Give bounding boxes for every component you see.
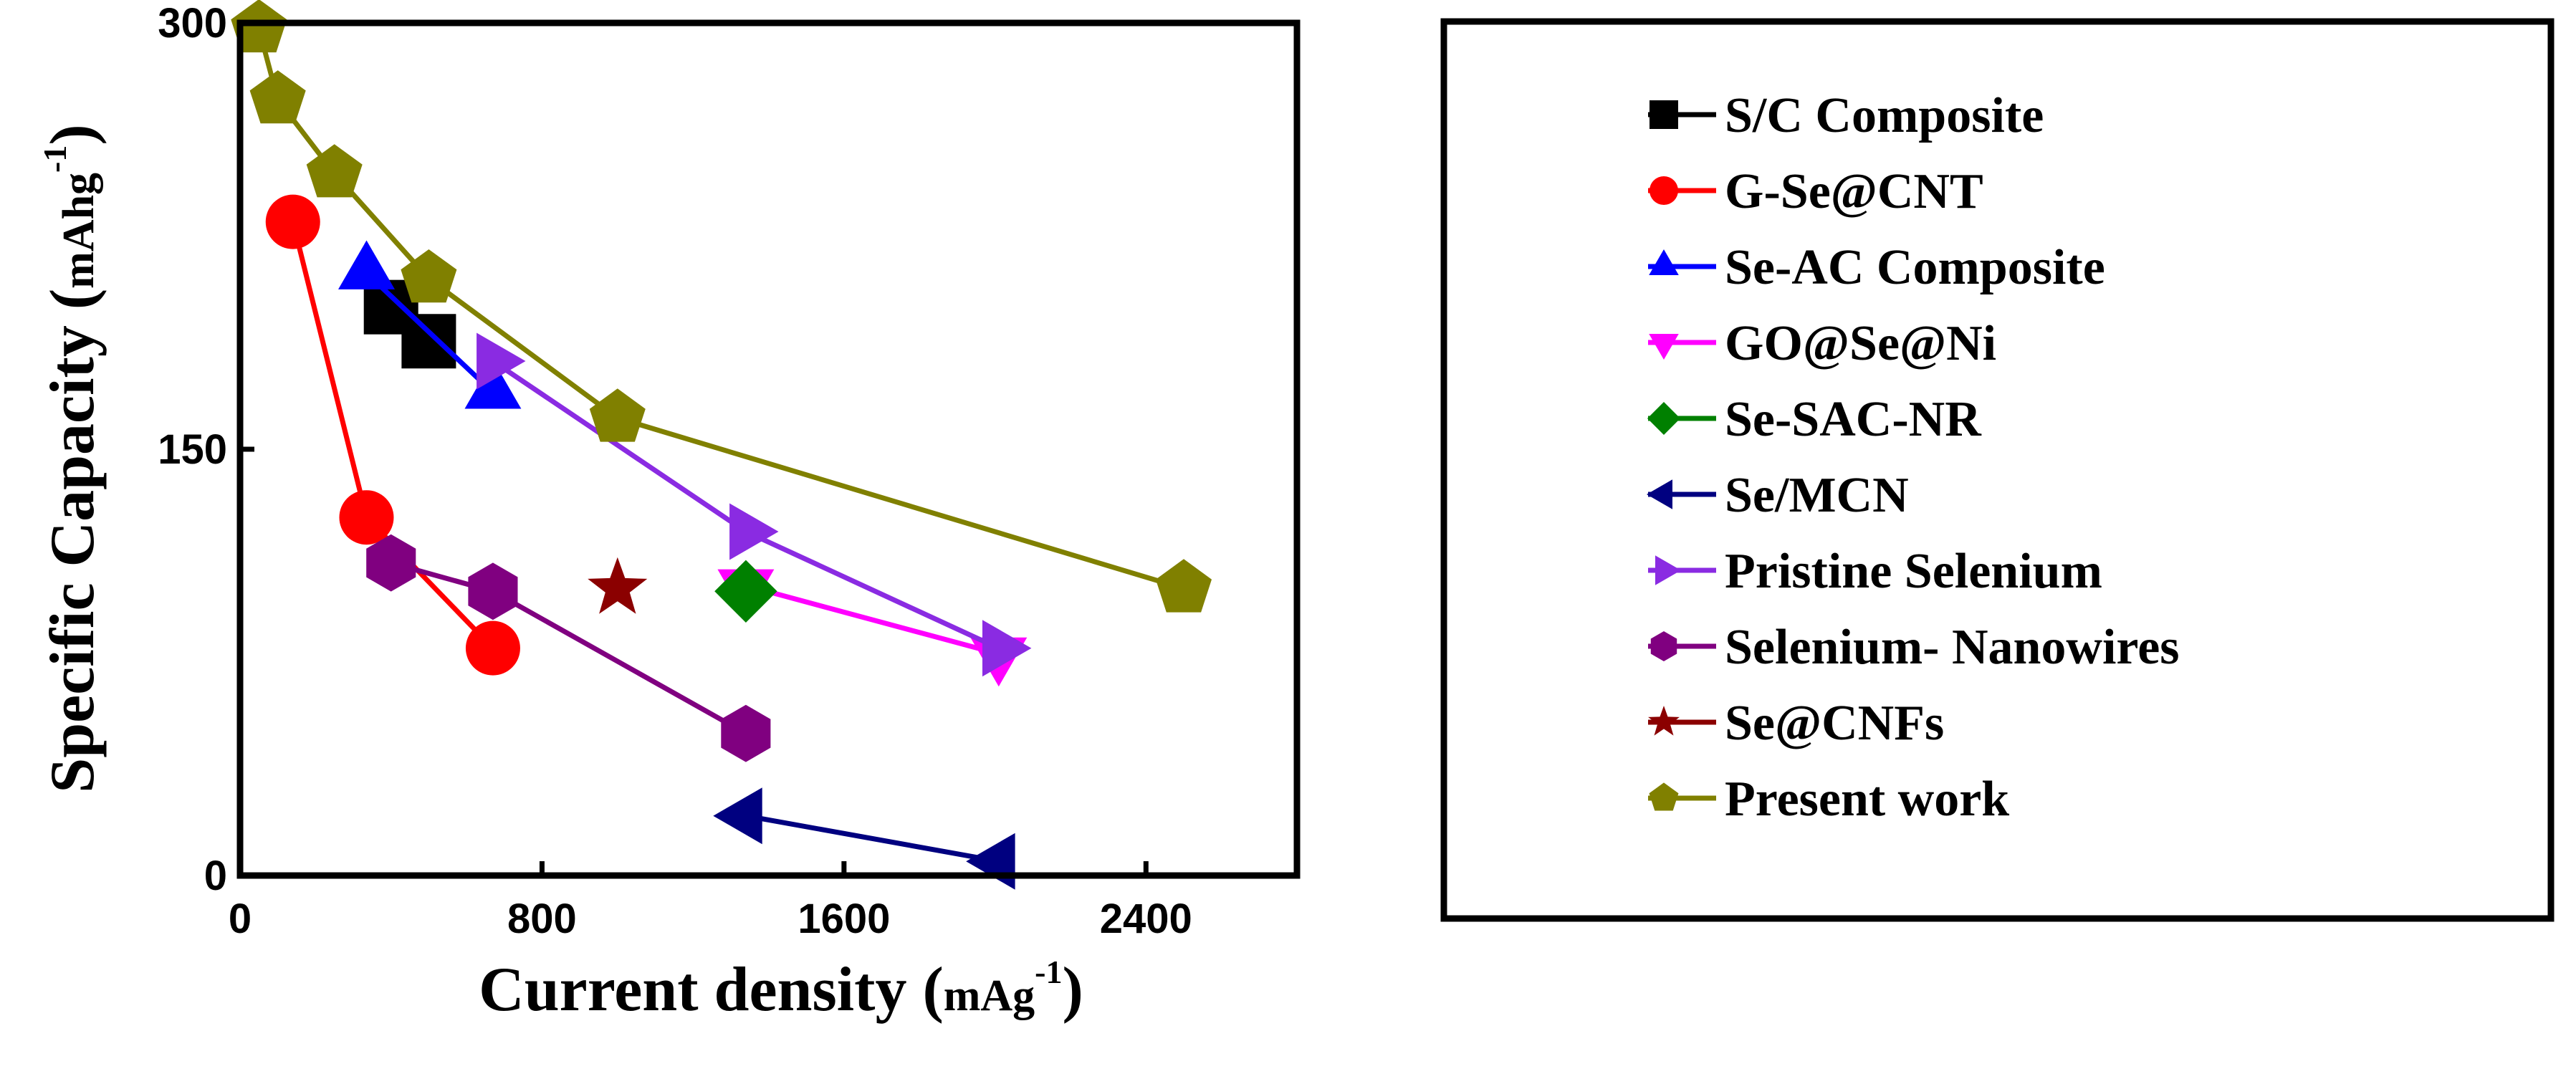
series-selenium-nanowires: [366, 534, 771, 762]
data-point-selenium-nanowires: [468, 562, 518, 620]
data-point-present-work: [231, 0, 287, 53]
legend-item-se-cnfs: Se@CNFs: [1648, 696, 1944, 751]
legend-item-g-se-cnt: G-Se@CNT: [1648, 164, 1983, 219]
data-point-present-work: [401, 249, 457, 303]
legend-item-s-c-composite: S/C Composite: [1648, 88, 2044, 143]
legend-label-se-ac-composite: Se-AC Composite: [1725, 240, 2105, 295]
y-tick-label: 300: [158, 0, 227, 47]
data-point-present-work: [249, 70, 306, 124]
series-line-se-mcn: [745, 813, 1000, 864]
x-axis-title: Current density (mAg-1): [479, 954, 1083, 1025]
data-point-g-se-cnt: [265, 194, 320, 249]
legend-layer: S/C Composite G-Se@CNT Se-AC Composite GO@S…: [1440, 18, 2555, 922]
series-line-se-ac-composite: [365, 271, 495, 395]
legend-marker-g-se-cnt: [1649, 176, 1678, 205]
y-tick-label: 0: [204, 853, 227, 899]
data-point-g-se-cnt: [465, 620, 520, 676]
legend-item-present-work: Present work: [1648, 772, 2009, 827]
legend-item-selenium-nanowires: Selenium- Nanowires: [1648, 620, 2180, 675]
legend-label-pristine-selenium: Pristine Selenium: [1725, 544, 2102, 599]
legend-marker-s-c-composite: [1649, 100, 1678, 129]
legend-marker-se-ac-composite: [1649, 249, 1679, 275]
legend-label-g-se-cnt: G-Se@CNT: [1725, 164, 1983, 219]
legend-marker-se-mcn: [1647, 479, 1672, 509]
plot-layer: [231, 0, 1212, 890]
series-se-ac-composite: [338, 240, 522, 409]
x-tick-label: 2400: [1100, 896, 1192, 942]
data-point-se-mcn: [966, 833, 1015, 890]
legend-box: [1440, 18, 2555, 922]
data-point-selenium-nanowires: [721, 704, 771, 762]
legend-label-selenium-nanowires: Selenium- Nanowires: [1725, 620, 2180, 675]
y-axis-title: Specific Capacity (mAhg-1): [37, 124, 107, 792]
data-point-se-ac-composite: [464, 360, 522, 409]
legend-label-se-sac-nr: Se-SAC-NR: [1725, 392, 1982, 447]
series-line-go-se-ni: [744, 583, 1000, 656]
legend-item-se-sac-nr: Se-SAC-NR: [1647, 392, 1982, 447]
data-point-pristine-selenium: [982, 620, 1032, 677]
data-point-se-sac-nr: [714, 560, 777, 623]
data-point-present-work: [589, 388, 646, 442]
data-point-se-mcn: [713, 787, 762, 845]
x-tick-label: 1600: [798, 896, 890, 942]
data-point-s-c-composite: [401, 314, 456, 369]
data-point-selenium-nanowires: [366, 534, 416, 592]
legend-marker-se-sac-nr: [1647, 402, 1680, 435]
legend-marker-go-se-ni: [1649, 334, 1679, 360]
legend-marker-se-cnfs: [1648, 706, 1680, 736]
data-point-se-ac-composite: [338, 240, 395, 289]
series-present-work: [231, 0, 1212, 613]
legend-item-se-mcn: Se/MCN: [1647, 468, 1909, 523]
series-se-sac-nr: [714, 560, 777, 623]
data-point-present-work: [306, 144, 363, 198]
data-point-se-cnfs: [588, 557, 648, 614]
legend-marker-selenium-nanowires: [1650, 631, 1677, 661]
x-tick-label: 800: [507, 896, 577, 942]
series-line-selenium-nanowires: [390, 560, 747, 736]
x-tick-label: 0: [229, 896, 252, 942]
data-point-g-se-cnt: [339, 490, 394, 545]
data-point-present-work: [1155, 559, 1212, 613]
series-se-cnfs: [588, 557, 648, 614]
legend-label-se-mcn: Se/MCN: [1725, 468, 1909, 523]
data-point-pristine-selenium: [729, 503, 779, 560]
legend-label-se-cnfs: Se@CNFs: [1725, 696, 1944, 751]
legend-item-pristine-selenium: Pristine Selenium: [1648, 544, 2102, 599]
legend-marker-pristine-selenium: [1655, 555, 1681, 585]
legend-item-go-se-ni: GO@Se@Ni: [1648, 316, 1996, 371]
legend-label-go-se-ni: GO@Se@Ni: [1725, 316, 1996, 371]
series-pristine-selenium: [477, 332, 1032, 677]
legend-label-present-work: Present work: [1725, 772, 2009, 827]
legend-marker-present-work: [1649, 782, 1679, 811]
data-point-pristine-selenium: [477, 332, 526, 390]
series-g-se-cnt: [265, 194, 520, 676]
y-tick-label: 150: [158, 426, 227, 473]
legend-label-s-c-composite: S/C Composite: [1725, 88, 2044, 143]
legend-item-se-ac-composite: Se-AC Composite: [1648, 240, 2105, 295]
axes-layer: 0 800 1600 2400 0 150 300 Current density (mAg-…: [37, 0, 1301, 1025]
